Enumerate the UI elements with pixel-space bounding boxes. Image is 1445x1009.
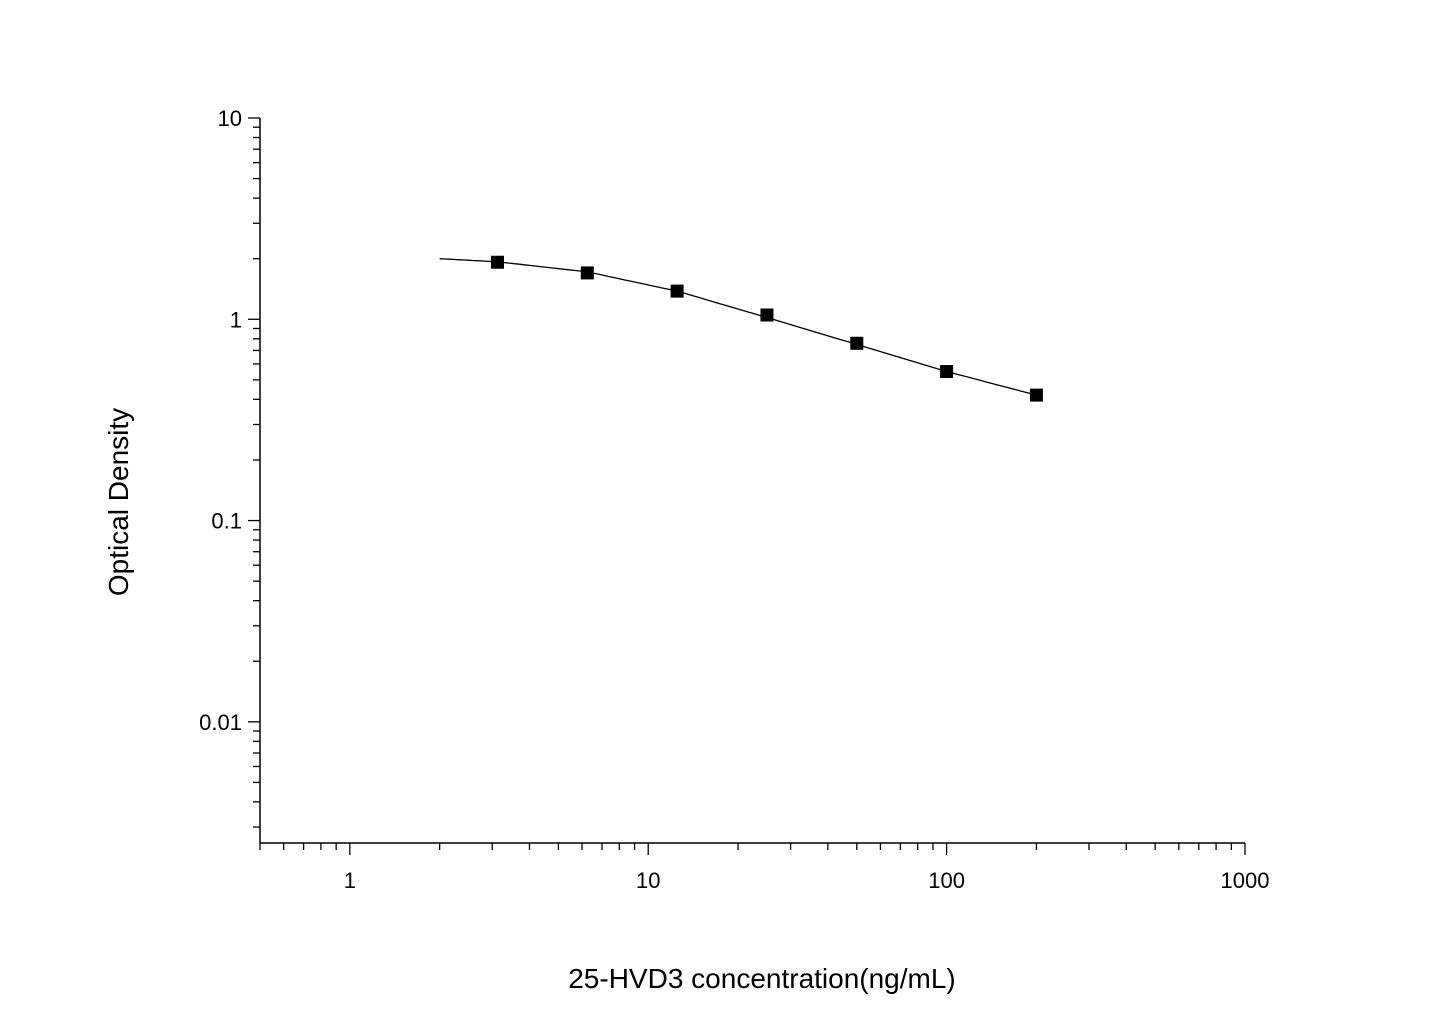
data-point: [670, 284, 684, 298]
axes: [248, 117, 1246, 855]
x-tick-label: 10: [636, 868, 660, 893]
y-axis-title: Optical Density: [103, 408, 134, 596]
y-tick-label: 10: [218, 106, 242, 131]
x-tick-label: 100: [928, 868, 965, 893]
data-point: [580, 266, 594, 280]
x-tick-labels: 1 10 100 1000: [344, 868, 1270, 893]
fit-curve: [439, 258, 1037, 396]
x-axis-title: 25-HVD3 concentration(ng/mL): [568, 963, 956, 994]
data-point: [940, 365, 954, 379]
x-tick-label: 1: [344, 868, 356, 893]
data-point: [1029, 388, 1043, 402]
y-tick-labels: 10 1 0.1 0.01: [199, 106, 242, 735]
y-tick-label: 0.1: [211, 509, 242, 534]
data-point: [490, 255, 504, 269]
data-point: [760, 308, 774, 322]
data-points: [490, 255, 1043, 402]
data-point: [850, 336, 864, 350]
y-tick-label: 1: [230, 307, 242, 332]
x-tick-label: 1000: [1221, 868, 1270, 893]
y-tick-label: 0.01: [199, 710, 242, 735]
